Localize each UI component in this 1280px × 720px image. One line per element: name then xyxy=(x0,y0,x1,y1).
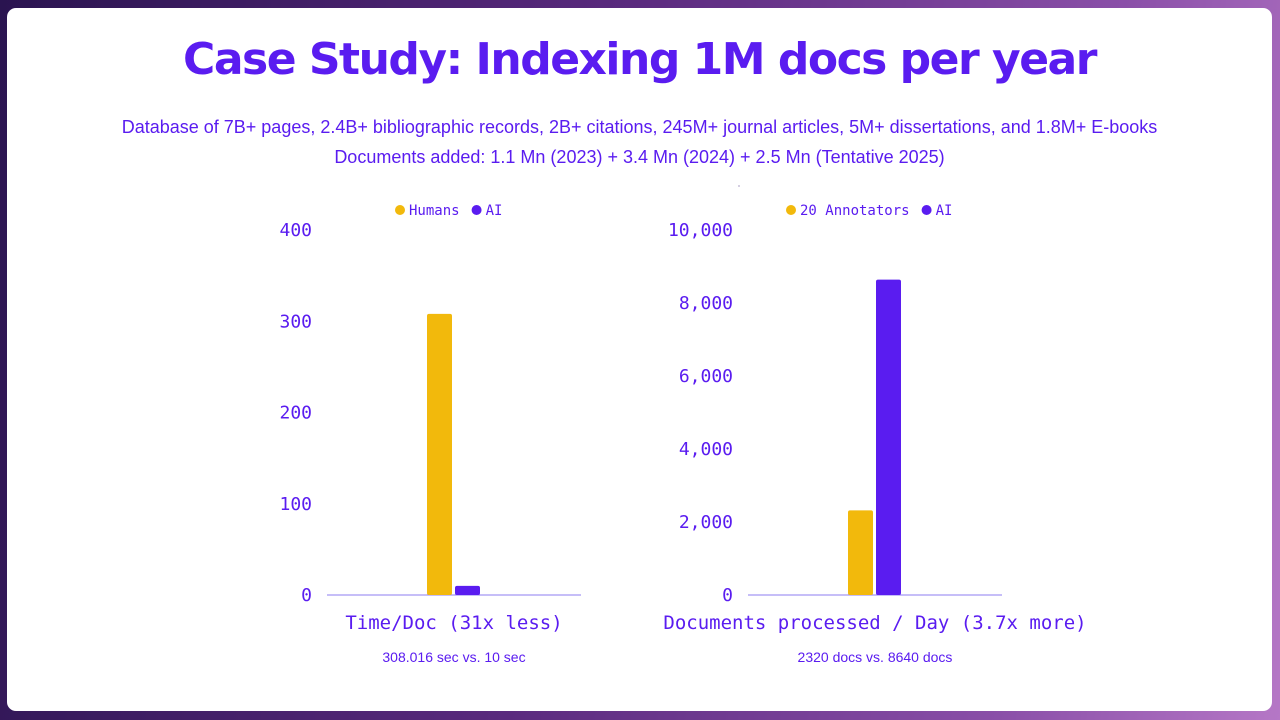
chart-docs-bar-ai xyxy=(876,279,901,595)
chart-docs-legend: 20 Annotators AI xyxy=(786,203,952,219)
chart-docs-x-title: Documents processed / Day (3.7x more) xyxy=(663,612,1086,634)
chart-time-y-tick: 0 xyxy=(301,585,312,606)
chart-time-per-doc: Humans AI 0 100 200 300 400 Time/Doc (31x les… xyxy=(279,203,581,665)
chart-time-y-tick: 200 xyxy=(279,403,312,424)
chart-docs-caption: 2320 docs vs. 8640 docs xyxy=(798,649,953,665)
chart-time-bar-ai xyxy=(455,585,480,595)
chart-time-legend-label: AI xyxy=(486,203,503,219)
chart-docs-bars xyxy=(848,279,901,595)
chart-docs-y-tick: 2,000 xyxy=(679,512,733,533)
chart-time-bar-humans xyxy=(427,313,452,595)
chart-time-y-tick: 100 xyxy=(279,494,312,515)
chart-docs-per-day: 20 Annotators AI 0 2,000 4,000 6,000 8,000 10,… xyxy=(663,203,1086,665)
chart-docs-y-tick: 10,000 xyxy=(668,220,733,241)
chart-time-legend-swatch xyxy=(395,205,405,215)
chart-time-y-axis: 0 100 200 300 400 xyxy=(279,220,312,606)
charts-area: Humans AI 0 100 200 300 400 Time/Doc (31x les… xyxy=(279,203,1086,665)
chart-docs-y-axis: 0 2,000 4,000 6,000 8,000 10,000 xyxy=(668,220,733,606)
decorative-dot xyxy=(738,185,740,187)
chart-docs-y-tick: 8,000 xyxy=(679,293,733,314)
chart-time-x-title: Time/Doc (31x less) xyxy=(345,612,562,634)
chart-time-y-tick: 300 xyxy=(279,311,312,332)
chart-docs-bar-20-annotators xyxy=(848,510,873,595)
chart-time-caption: 308.016 sec vs. 10 sec xyxy=(382,649,525,665)
chart-docs-y-tick: 4,000 xyxy=(679,439,733,460)
chart-docs-legend-swatch xyxy=(921,205,932,215)
chart-docs-y-tick: 0 xyxy=(722,585,733,606)
chart-time-legend-swatch xyxy=(471,205,482,215)
chart-docs-legend-swatch xyxy=(786,205,796,215)
slide-card: Case Study: Indexing 1M docs per year Da… xyxy=(7,8,1272,711)
chart-time-y-tick: 400 xyxy=(279,220,312,241)
chart-docs-y-tick: 6,000 xyxy=(679,366,733,387)
chart-docs-legend-label: AI xyxy=(936,203,953,219)
subtitle-database: Database of 7B+ pages, 2.4B+ bibliograph… xyxy=(121,117,1158,137)
chart-time-bars xyxy=(427,313,480,595)
chart-time-legend-label: Humans xyxy=(409,203,460,219)
subtitle-documents-added: Documents added: 1.1 Mn (2023) + 3.4 Mn … xyxy=(334,147,945,167)
slide-title: Case Study: Indexing 1M docs per year xyxy=(183,34,1097,85)
chart-docs-legend-label: 20 Annotators xyxy=(800,203,910,219)
chart-time-legend: Humans AI xyxy=(395,203,502,219)
